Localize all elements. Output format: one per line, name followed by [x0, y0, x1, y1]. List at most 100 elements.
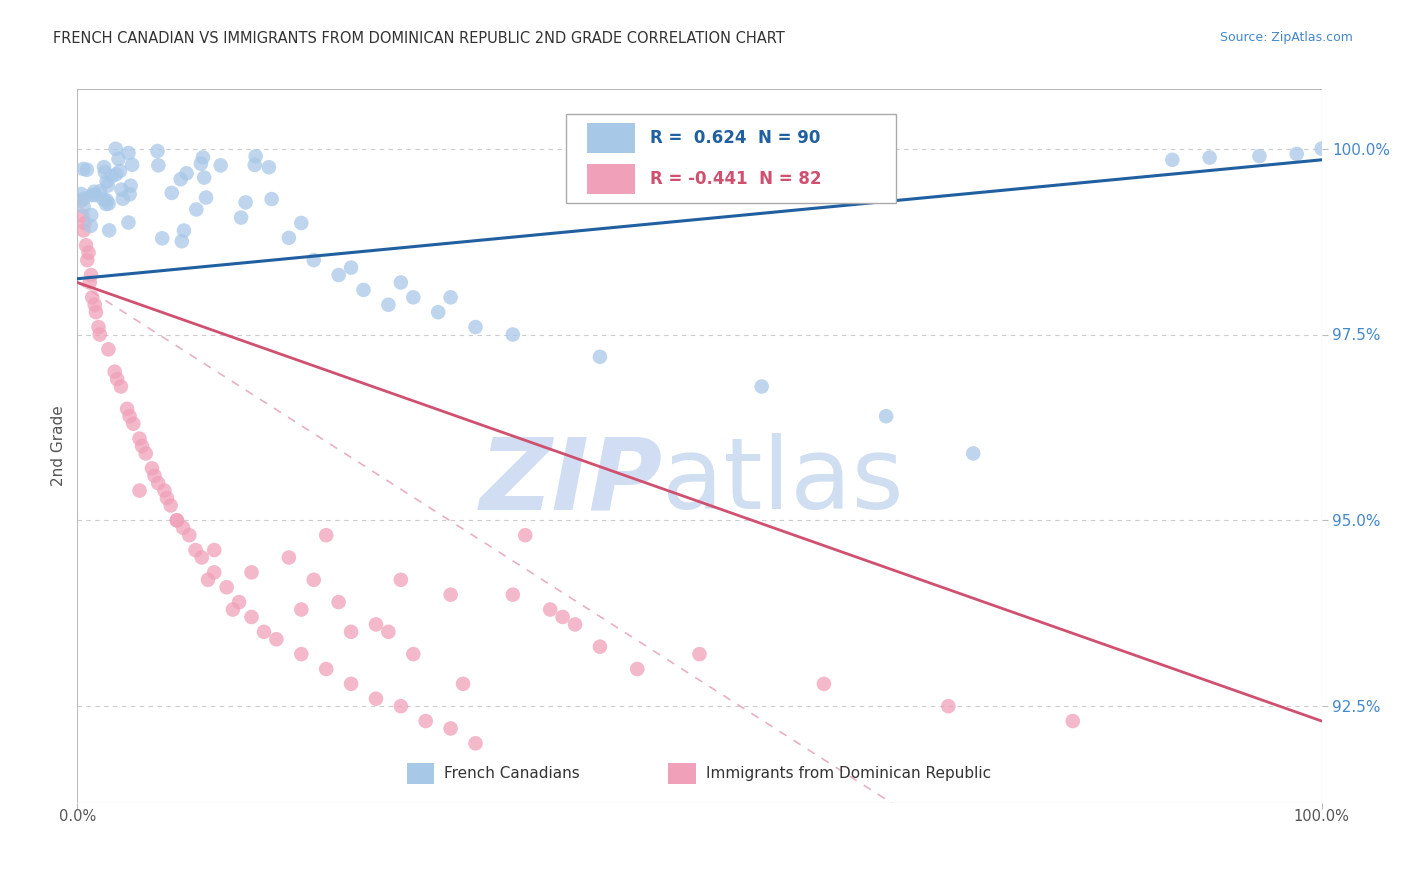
Point: [104, 365, 127, 379]
Point: [173, 223, 195, 237]
Point: [82, 188, 104, 202]
Point: [105, 167, 128, 181]
Point: [176, 166, 198, 180]
Point: [962, 446, 984, 460]
Point: [172, 521, 194, 535]
Bar: [408, 763, 434, 784]
Point: [302, 253, 325, 268]
Point: [141, 461, 163, 475]
Point: [150, 231, 173, 245]
Point: [243, 158, 266, 172]
Point: [290, 602, 312, 616]
Point: [589, 350, 612, 364]
Point: [228, 595, 250, 609]
Point: [451, 677, 474, 691]
Point: [464, 320, 486, 334]
Point: [389, 573, 412, 587]
Point: [377, 298, 399, 312]
Point: [160, 186, 183, 200]
Point: [76, 162, 98, 177]
Point: [110, 379, 132, 393]
Point: [1161, 153, 1184, 167]
Point: [117, 145, 139, 160]
Text: 100.0%: 100.0%: [1294, 809, 1350, 823]
Point: [153, 483, 176, 498]
Point: [101, 169, 124, 184]
Point: [97, 343, 120, 357]
Point: [107, 152, 129, 166]
FancyBboxPatch shape: [588, 164, 634, 194]
Text: 0.0%: 0.0%: [59, 809, 96, 823]
Point: [402, 647, 425, 661]
Point: [72, 209, 94, 223]
Point: [315, 662, 337, 676]
Point: [340, 624, 363, 639]
Point: [1198, 151, 1220, 165]
Point: [80, 219, 103, 233]
Point: [98, 223, 121, 237]
Point: [290, 216, 312, 230]
Point: [402, 290, 425, 304]
Point: [364, 691, 387, 706]
Point: [108, 164, 131, 178]
Point: [115, 401, 138, 416]
Point: [93, 160, 115, 174]
Text: FRENCH CANADIAN VS IMMIGRANTS FROM DOMINICAN REPUBLIC 2ND GRADE CORRELATION CHAR: FRENCH CANADIAN VS IMMIGRANTS FROM DOMIN…: [53, 31, 785, 46]
Point: [389, 699, 412, 714]
Point: [328, 268, 350, 282]
Point: [96, 174, 118, 188]
Point: [118, 187, 141, 202]
Point: [156, 491, 179, 505]
Point: [143, 468, 166, 483]
Point: [502, 588, 524, 602]
Text: French Canadians: French Canadians: [444, 766, 581, 781]
Point: [128, 432, 150, 446]
Point: [439, 588, 461, 602]
Point: [502, 327, 524, 342]
Text: Immigrants from Dominican Republic: Immigrants from Dominican Republic: [706, 766, 991, 781]
Point: [222, 602, 245, 616]
Point: [122, 417, 145, 431]
Bar: [668, 763, 696, 784]
Point: [389, 276, 412, 290]
Point: [202, 566, 225, 580]
Point: [1310, 142, 1333, 156]
Point: [97, 178, 120, 193]
Point: [70, 194, 93, 208]
Point: [235, 195, 257, 210]
Point: [353, 283, 375, 297]
Point: [104, 142, 127, 156]
Point: [72, 223, 94, 237]
Point: [364, 617, 387, 632]
Point: [135, 446, 157, 460]
Point: [169, 172, 191, 186]
Point: [626, 662, 648, 676]
Point: [1062, 714, 1084, 728]
Point: [111, 192, 134, 206]
Point: [415, 714, 437, 728]
Point: [257, 160, 280, 174]
Point: [79, 276, 101, 290]
Point: [464, 736, 486, 750]
Point: [97, 196, 120, 211]
Point: [240, 610, 263, 624]
Point: [253, 624, 276, 639]
Point: [121, 158, 143, 172]
Point: [184, 543, 207, 558]
FancyBboxPatch shape: [588, 123, 634, 153]
Text: R = -0.441  N = 82: R = -0.441 N = 82: [650, 170, 821, 188]
Point: [80, 268, 103, 282]
Point: [315, 528, 337, 542]
Point: [245, 149, 267, 163]
Point: [87, 320, 110, 334]
Point: [77, 245, 100, 260]
Point: [118, 409, 141, 424]
Point: [875, 409, 897, 424]
Point: [84, 188, 107, 202]
Point: [439, 722, 461, 736]
Point: [439, 290, 461, 304]
Point: [148, 158, 170, 172]
Point: [73, 200, 96, 214]
Point: [73, 216, 96, 230]
Point: [193, 170, 215, 185]
